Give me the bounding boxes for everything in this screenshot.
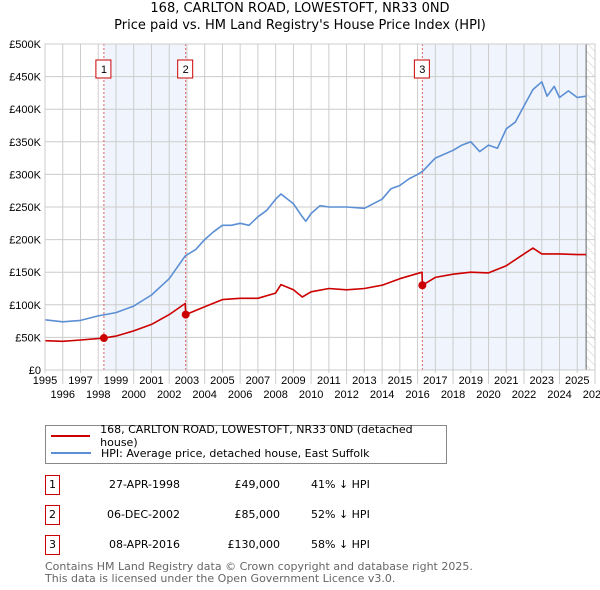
x-tick-label: 2013	[352, 375, 376, 387]
x-tick-label: 2023	[530, 375, 554, 387]
footer-line: This data is licensed under the Open Gov…	[45, 572, 396, 585]
sale-price: £85,000	[234, 508, 281, 521]
sale-row: 1 27-APR-1998 £49,000 41% ↓ HPI	[45, 475, 545, 495]
x-tick-label: 2007	[246, 375, 270, 387]
y-tick-label: £0	[29, 365, 41, 377]
sale-date: 27-APR-1998	[108, 478, 180, 491]
x-tick-label: 2005	[210, 375, 234, 387]
plot-area: 1995 1996 1997 1998 1999 2000 2001 2002 2003 2004…	[9, 39, 600, 401]
x-tick-label: 2015	[388, 375, 412, 387]
x-tick-label: 2025	[565, 375, 589, 387]
x-tick-label: 2000	[121, 389, 145, 401]
y-tick-label: £100K	[9, 300, 41, 312]
y-tick-label: £400K	[9, 104, 41, 116]
x-tick-label: 2006	[228, 389, 252, 401]
x-tick-label: 2003	[175, 375, 199, 387]
sale-label-box	[95, 59, 112, 79]
y-tick-label: £50K	[15, 332, 41, 344]
x-tick-label: 2024	[547, 389, 571, 401]
x-tick-label: 2017	[423, 375, 447, 387]
x-tick-label: 2004	[192, 389, 216, 401]
footer-line: Contains HM Land Registry data © Crown c…	[45, 560, 473, 573]
hpi-line	[44, 81, 587, 323]
sale-hpi-diff: 52% ↓ HPI	[311, 508, 370, 521]
x-tick-label: 1998	[86, 389, 110, 401]
sale-date: 06-DEC-2002	[106, 508, 180, 521]
sale-number-badge: 2	[45, 505, 60, 525]
sale-label: 1	[101, 64, 107, 76]
x-tick-label: 2016	[405, 389, 429, 401]
x-tick-label: 2018	[441, 389, 465, 401]
x-tick-label: 2001	[139, 375, 163, 387]
x-tick-label: 2022	[512, 389, 536, 401]
x-tick-label: 2008	[263, 389, 287, 401]
legend-label: HPI: Average price, detached house, East…	[101, 446, 370, 460]
x-tick-label: 1995	[33, 375, 57, 387]
x-tick-label: 2012	[334, 389, 358, 401]
x-tick-label: 1996	[50, 389, 74, 401]
chart-subtitle: Price paid vs. HM Land Registry's House …	[114, 18, 486, 33]
x-tick-label: 2010	[299, 389, 323, 401]
legend-item-price-paid: 168, CARLTON ROAD, LOWESTOFT, NR33 0ND (…	[46, 423, 446, 449]
sale-hpi-diff: 41% ↓ HPI	[311, 478, 370, 491]
sale-price: £130,000	[227, 538, 281, 551]
plot-frame	[44, 43, 596, 371]
x-tick-label: 2009	[281, 375, 305, 387]
legend: 168, CARLTON ROAD, LOWESTOFT, NR33 0ND (…	[45, 423, 447, 464]
legend-red-line	[51, 435, 91, 437]
legend-label: 168, CARLTON ROAD, LOWESTOFT, NR33 0ND (…	[100, 423, 413, 449]
sale-date: 08-APR-2016	[108, 538, 180, 551]
sale-price: £49,000	[234, 478, 281, 491]
x-tick-label: 2014	[370, 389, 394, 401]
sale-number-badge: 3	[45, 535, 60, 555]
sale-label: 2	[183, 64, 189, 76]
sale-number-badge: 1	[45, 475, 60, 495]
x-tick-label: 2026	[583, 389, 600, 401]
y-tick-label: £200K	[9, 235, 41, 247]
x-tick-label: 1997	[68, 375, 92, 387]
y-tick-label: £450K	[9, 72, 41, 84]
footer-attribution: Contains HM Land Registry data © Crown c…	[45, 561, 473, 585]
sale-point	[418, 281, 427, 290]
y-tick-label: £250K	[9, 202, 41, 214]
sale-point	[99, 334, 108, 343]
sale-label: 3	[419, 64, 425, 76]
chart-title: 168, CARLTON ROAD, LOWESTOFT, NR33 0ND	[150, 1, 450, 16]
x-tick-label: 2019	[459, 375, 483, 387]
sale-label-box	[177, 59, 194, 79]
sale-label-box	[413, 59, 430, 79]
legend-blue-line	[51, 452, 91, 454]
y-tick-label: £350K	[9, 137, 41, 149]
x-tick-label: 2021	[494, 375, 518, 387]
sale-row: 3 08-APR-2016 £130,000 58% ↓ HPI	[45, 535, 545, 555]
sale-hpi-diff: 58% ↓ HPI	[311, 538, 370, 551]
y-tick-label: £300K	[9, 169, 41, 181]
y-tick-label: £500K	[9, 39, 41, 51]
x-tick-label: 2020	[476, 389, 500, 401]
price-paid-line	[44, 247, 587, 343]
y-tick-label: £150K	[9, 267, 41, 279]
x-tick-label: 1999	[104, 375, 128, 387]
x-tick-label: 2011	[317, 375, 341, 387]
sale-row: 2 06-DEC-2002 £85,000 52% ↓ HPI	[45, 505, 545, 525]
sale-point	[181, 310, 190, 319]
x-tick-label: 2002	[157, 389, 181, 401]
legend-item-hpi: HPI: Average price, detached house, East…	[46, 445, 370, 461]
